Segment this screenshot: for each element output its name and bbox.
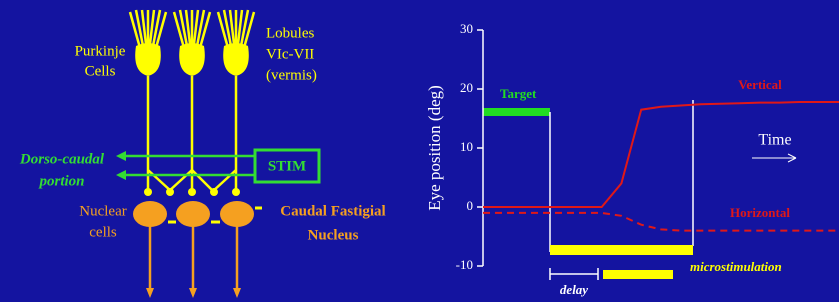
series-label: Horizontal (730, 205, 790, 220)
y-tick-label: 10 (460, 139, 473, 154)
stim-label: STIM (268, 158, 306, 174)
page: Purkinje Cells Lobules VIc-VII (vermis) … (0, 0, 839, 302)
label: VIc-VII (266, 46, 314, 62)
target-bar (483, 108, 550, 116)
label: Dorso-caudal (19, 151, 105, 167)
label: Nuclear (79, 203, 126, 219)
label: portion (37, 173, 84, 189)
time-label: Time (758, 132, 791, 149)
y-tick-label: 20 (460, 80, 473, 95)
label: Lobules (266, 25, 314, 41)
slide: Purkinje Cells Lobules VIc-VII (vermis) … (0, 0, 839, 302)
label: cells (89, 224, 117, 240)
dendrites (130, 10, 254, 48)
nuclear-cells (133, 201, 254, 227)
y-tick-label: -10 (456, 257, 473, 272)
label: Nucleus (308, 227, 359, 243)
label: Purkinje (75, 43, 126, 59)
stim-period-bar (550, 245, 693, 255)
y-tick-label: 30 (460, 21, 473, 36)
microstim-label: microstimulation (690, 259, 782, 274)
label: (vermis) (266, 67, 317, 83)
background (0, 0, 839, 302)
y-axis-title: Eye position (deg) (425, 85, 444, 211)
lobules-label: Lobules VIc-VII (vermis) (266, 25, 317, 83)
delay-label: delay (560, 282, 588, 297)
label: Caudal Fastigial (280, 203, 385, 219)
target-label: Target (500, 86, 537, 101)
y-tick-label: 0 (467, 198, 474, 213)
purkinje-somata (135, 43, 249, 76)
label: Cells (85, 63, 116, 79)
series-label: Vertical (738, 77, 782, 92)
microstim-bar (603, 270, 673, 279)
